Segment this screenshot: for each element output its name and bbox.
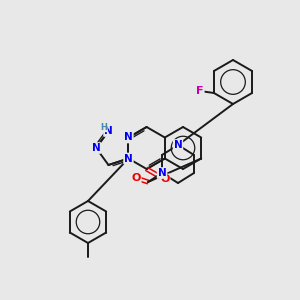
Text: N: N (124, 133, 133, 142)
Text: F: F (196, 86, 204, 96)
Text: N: N (92, 143, 100, 153)
Text: O: O (131, 173, 141, 183)
Text: N: N (158, 168, 166, 178)
Text: N: N (104, 126, 113, 136)
Text: N: N (174, 140, 182, 150)
Text: O: O (160, 175, 170, 184)
Text: N: N (124, 154, 133, 164)
Text: H: H (100, 122, 107, 131)
